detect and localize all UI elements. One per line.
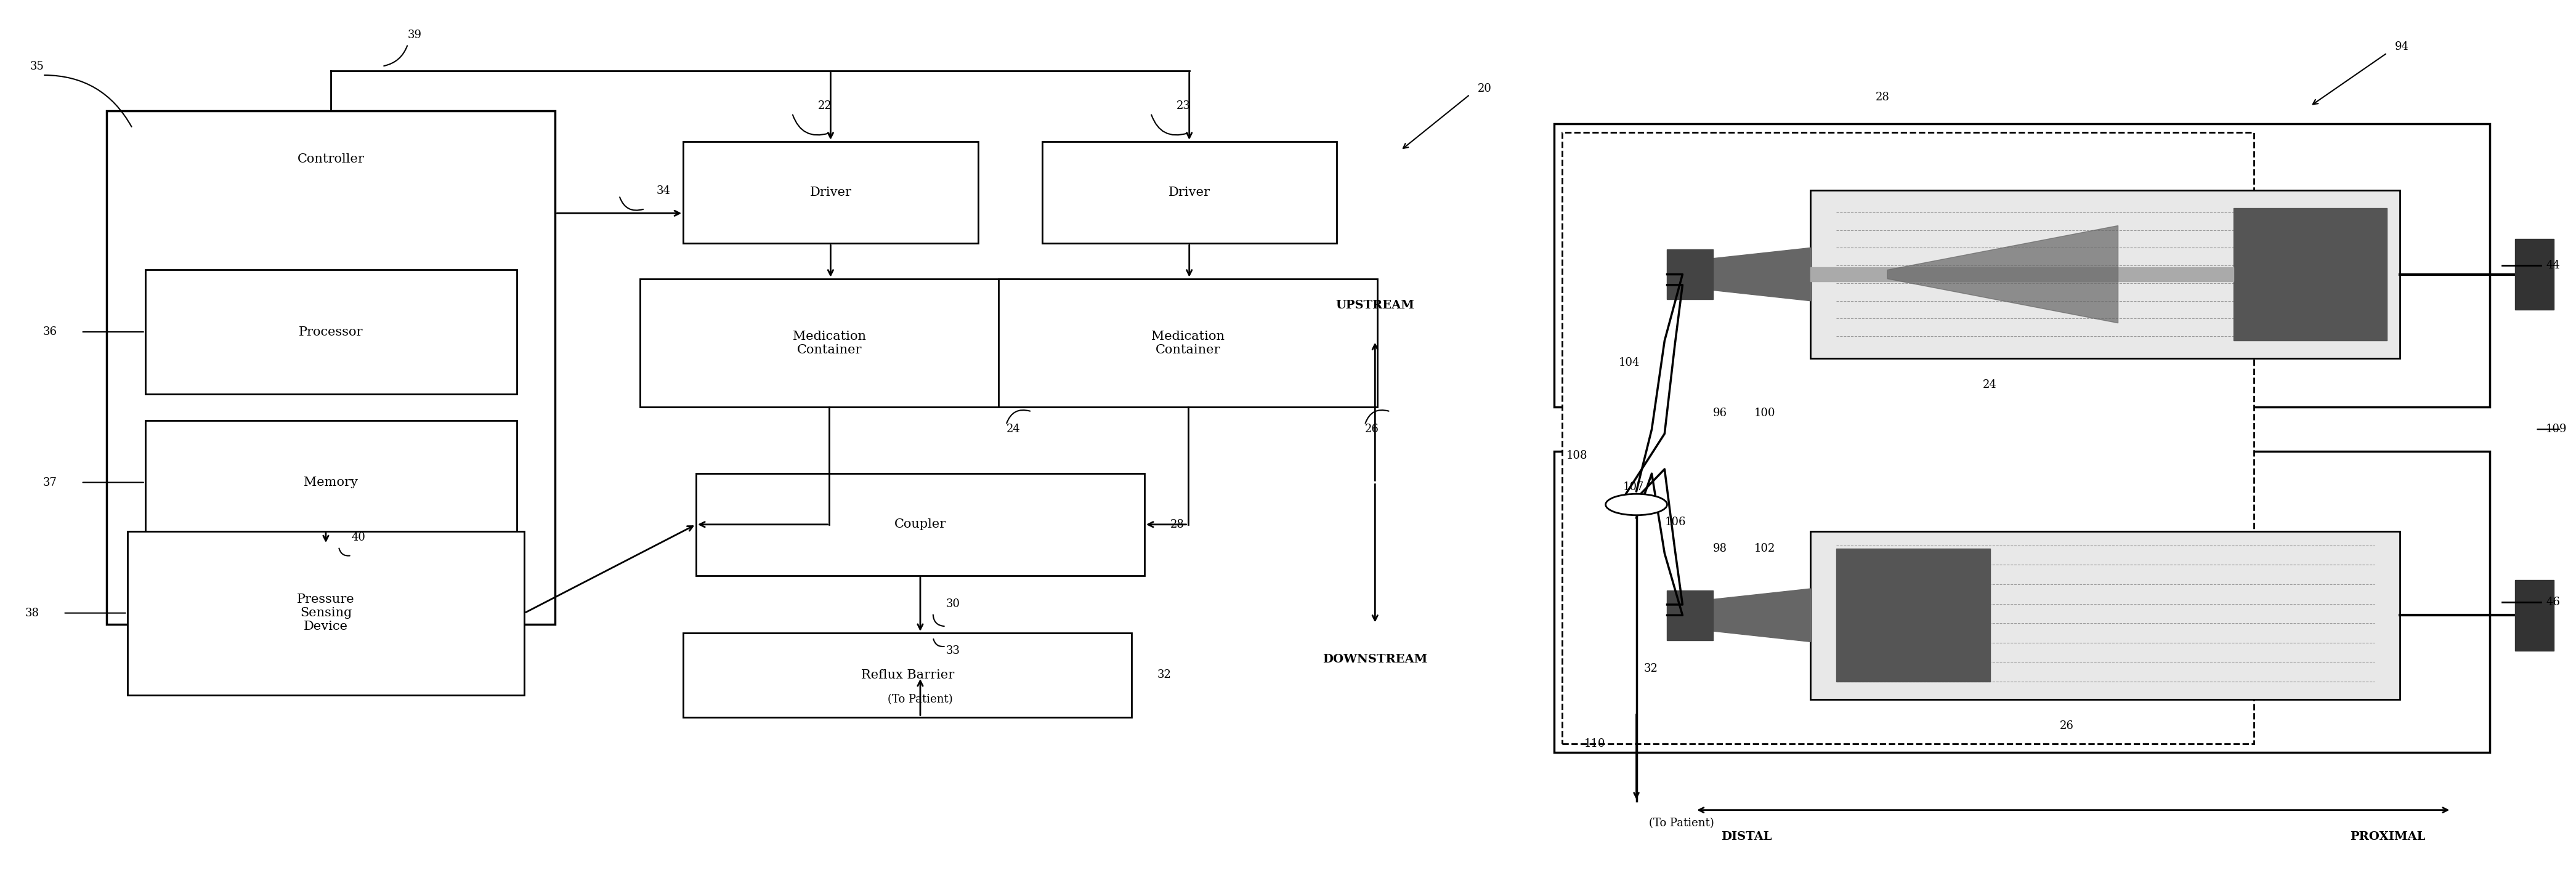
- Text: 24: 24: [1007, 424, 1020, 434]
- Bar: [144, 270, 518, 394]
- Text: 24: 24: [1984, 379, 1996, 391]
- Polygon shape: [1713, 248, 1811, 301]
- Text: 108: 108: [1566, 451, 1587, 461]
- Text: PROXIMAL: PROXIMAL: [2349, 831, 2427, 842]
- Text: 23: 23: [1177, 100, 1190, 112]
- Bar: [696, 474, 1144, 576]
- Text: 38: 38: [26, 608, 39, 619]
- Text: (To Patient): (To Patient): [889, 694, 953, 704]
- Polygon shape: [2514, 239, 2553, 309]
- Text: 110: 110: [1584, 738, 1605, 749]
- Polygon shape: [1713, 588, 1811, 642]
- Text: Coupler: Coupler: [894, 519, 945, 530]
- Text: Reflux Barrier: Reflux Barrier: [860, 669, 953, 681]
- Text: Processor: Processor: [299, 326, 363, 338]
- Text: 100: 100: [1754, 408, 1775, 419]
- Bar: [106, 111, 556, 624]
- Text: DISTAL: DISTAL: [1721, 831, 1772, 842]
- Text: Driver: Driver: [1170, 187, 1211, 198]
- Text: 34: 34: [657, 186, 670, 197]
- Text: Controller: Controller: [296, 154, 363, 165]
- Text: 26: 26: [2061, 721, 2074, 731]
- Text: 106: 106: [1664, 517, 1685, 527]
- Bar: [126, 531, 526, 695]
- Text: 94: 94: [2396, 41, 2409, 53]
- Polygon shape: [1667, 590, 1713, 640]
- Text: 33: 33: [945, 645, 961, 656]
- Bar: [999, 279, 1378, 407]
- Polygon shape: [1811, 267, 2233, 282]
- Polygon shape: [1837, 549, 1989, 681]
- Text: (To Patient): (To Patient): [1649, 818, 1713, 829]
- Text: 30: 30: [945, 599, 961, 610]
- Circle shape: [1605, 493, 1667, 515]
- Bar: [1561, 132, 2254, 744]
- Text: 44: 44: [2545, 260, 2561, 271]
- Text: Medication
Container: Medication Container: [793, 331, 866, 356]
- Text: 26: 26: [1365, 424, 1378, 434]
- Text: Driver: Driver: [809, 187, 853, 198]
- Text: Memory: Memory: [304, 477, 358, 488]
- Text: 104: 104: [1618, 358, 1638, 368]
- Text: 96: 96: [1713, 408, 1728, 419]
- Text: 46: 46: [2545, 596, 2561, 608]
- Polygon shape: [2233, 208, 2388, 341]
- Text: DOWNSTREAM: DOWNSTREAM: [1321, 654, 1427, 665]
- Text: 32: 32: [1643, 662, 1659, 674]
- Text: 32: 32: [1157, 670, 1172, 680]
- Polygon shape: [1667, 249, 1713, 299]
- Text: Medication
Container: Medication Container: [1151, 331, 1224, 356]
- Text: 109: 109: [2545, 424, 2568, 434]
- Bar: [639, 279, 1020, 407]
- Polygon shape: [2514, 580, 2553, 651]
- Text: 28: 28: [1875, 92, 1888, 103]
- Text: 98: 98: [1713, 544, 1728, 554]
- Text: 40: 40: [350, 532, 366, 544]
- Text: 35: 35: [31, 61, 44, 72]
- Bar: [1811, 190, 2401, 358]
- Text: 107: 107: [1623, 481, 1643, 493]
- Polygon shape: [1888, 225, 2117, 323]
- Bar: [1041, 141, 1337, 243]
- Bar: [1811, 531, 2401, 699]
- Text: 37: 37: [44, 477, 57, 488]
- Text: 36: 36: [44, 326, 57, 337]
- Bar: [683, 633, 1131, 717]
- Bar: [1553, 451, 2488, 753]
- Text: 20: 20: [1479, 83, 1492, 94]
- Text: 102: 102: [1754, 544, 1775, 554]
- Text: 39: 39: [407, 30, 422, 41]
- Bar: [683, 141, 979, 243]
- Bar: [144, 420, 518, 544]
- Text: 28: 28: [1170, 519, 1185, 530]
- Text: UPSTREAM: UPSTREAM: [1334, 299, 1414, 311]
- Bar: [1553, 123, 2488, 407]
- Text: Pressure
Sensing
Device: Pressure Sensing Device: [296, 594, 355, 632]
- Text: 22: 22: [817, 100, 832, 112]
